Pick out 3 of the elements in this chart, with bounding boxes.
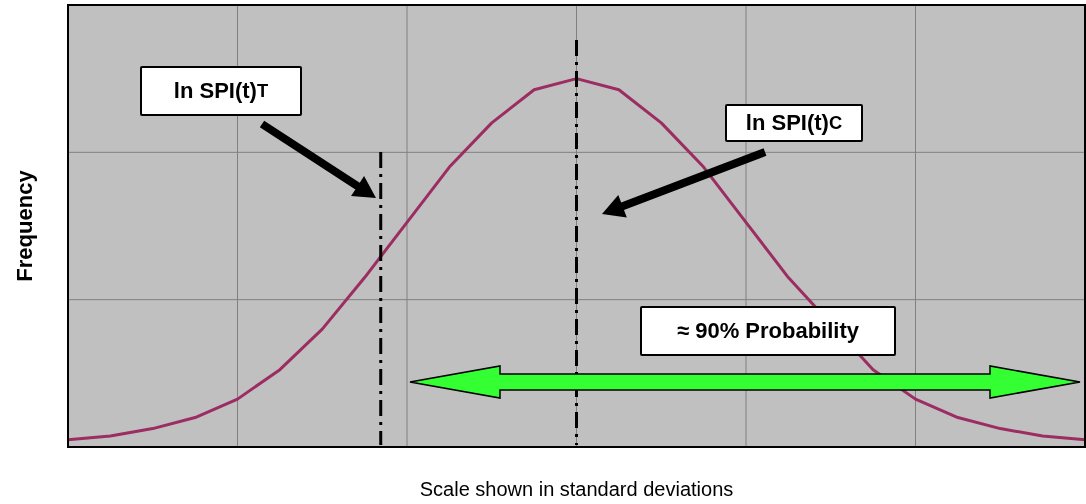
y-axis-title: Frequency (12, 169, 38, 282)
x-axis-title: Scale shown in standard deviations (419, 477, 734, 500)
callout-box: ≈ 90% Probability (640, 306, 896, 356)
